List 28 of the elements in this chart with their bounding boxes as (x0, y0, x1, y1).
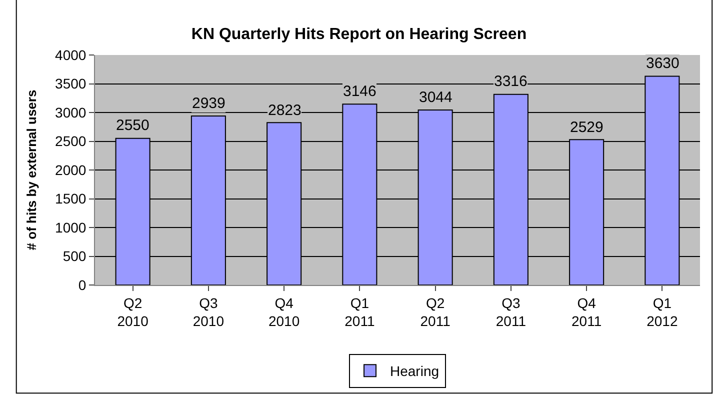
y-axis-title: # of hits by external users (24, 90, 39, 250)
data-label: 3146 (343, 83, 376, 100)
x-tick-label: Q3 2011 (496, 294, 526, 329)
x-tick-label: Q1 2011 (344, 294, 375, 329)
y-tick-label: 3500 (55, 76, 86, 92)
y-tick-label: 1000 (55, 219, 86, 236)
x-tick-label: Q2 2011 (420, 294, 451, 329)
y-tick-label: 500 (62, 248, 86, 264)
y-tick-label: 1500 (55, 190, 86, 207)
data-label: 2823 (268, 102, 302, 119)
data-label: 3316 (494, 73, 528, 90)
x-tick-label: Q3 2010 (192, 294, 224, 329)
x-tick-label: Q2 2010 (117, 294, 149, 329)
y-tick-label: 4000 (55, 46, 86, 63)
data-label: 2550 (116, 117, 150, 134)
y-tick-label: 3000 (55, 104, 86, 120)
x-tick-label: Q4 2010 (268, 294, 300, 329)
data-label: 2529 (570, 119, 604, 136)
legend-label: Hearing (390, 363, 440, 380)
chart-title: KN Quarterly Hits Report on Hearing Screen (191, 26, 527, 44)
x-tick-label: Q1 2012 (646, 294, 678, 329)
y-tick-label: 2000 (55, 162, 86, 178)
data-label: 2939 (192, 95, 226, 112)
x-tick-label: Q4 2011 (572, 294, 602, 329)
data-label: 3044 (419, 89, 452, 106)
y-tick-label: 2500 (55, 133, 86, 150)
y-tick-label: 0 (78, 276, 86, 293)
data-label: 3630 (646, 55, 680, 72)
